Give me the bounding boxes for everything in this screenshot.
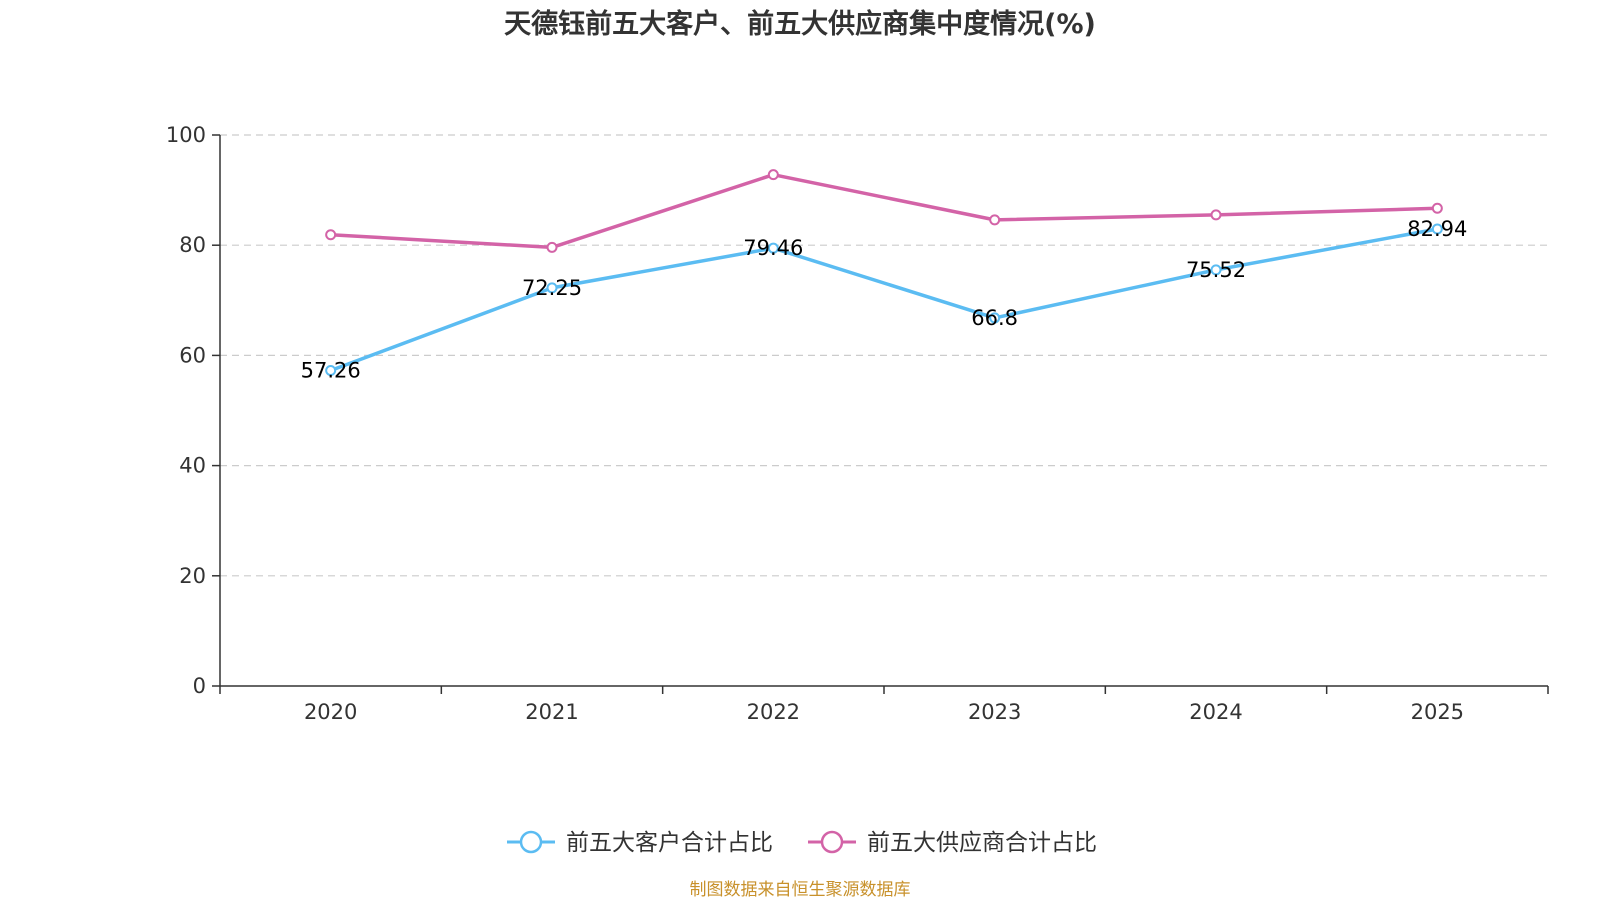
data-point-0 — [989, 312, 1001, 324]
data-point-0 — [1210, 264, 1222, 276]
axes: 0 20 40 60 80 100 2020 2021 2022 2023 2024 2025 — [166, 123, 1549, 724]
series-lines — [325, 169, 1443, 376]
data-label: 72.25 — [522, 276, 582, 300]
x-tick-label: 2023 — [968, 700, 1021, 724]
data-point-1 — [989, 214, 1001, 226]
data-label: 57.26 — [301, 358, 361, 382]
data-point-1 — [767, 169, 779, 181]
series-line-1 — [330, 172, 1438, 250]
series-line-0 — [330, 227, 1438, 373]
data-label: 82.94 — [1407, 217, 1467, 241]
chart-title: 天德钰前五大客户、前五大供应商集中度情况(%) — [504, 8, 1096, 40]
legend-marker-circle — [519, 830, 543, 854]
x-tick-label: 2020 — [304, 700, 357, 724]
x-tick-label: 2025 — [1411, 700, 1464, 724]
legend-label: 前五大供应商合计占比 — [867, 830, 1097, 856]
data-point-1 — [1210, 209, 1222, 221]
legend-marker-circle — [820, 830, 844, 854]
grid-lines — [220, 134, 1548, 577]
source-note: 制图数据来自恒生聚源数据库 — [690, 880, 911, 900]
data-point-1 — [546, 241, 558, 253]
x-tick-label: 2021 — [525, 700, 578, 724]
data-point-0 — [546, 282, 558, 294]
y-tick-label: 100 — [166, 123, 206, 147]
data-label: 79.46 — [743, 236, 803, 260]
y-tick-label: 60 — [179, 343, 206, 367]
data-point-0 — [767, 242, 779, 254]
x-tick-label: 2022 — [747, 700, 800, 724]
data-point-0 — [1431, 223, 1443, 235]
data-point-1 — [325, 229, 337, 241]
data-label: 66.8 — [971, 306, 1018, 330]
data-point-1 — [1431, 202, 1443, 214]
x-tick-label: 2024 — [1189, 700, 1242, 724]
y-tick-label: 0 — [193, 674, 206, 698]
data-labels: 57.26 72.25 79.46 66.8 75.52 82.94 — [301, 217, 1468, 382]
legend[interactable]: 前五大客户合计占比 前五大供应商合计占比 — [507, 830, 1097, 856]
legend-label: 前五大客户合计占比 — [566, 830, 773, 856]
y-tick-label: 20 — [179, 564, 206, 588]
data-label: 75.52 — [1186, 258, 1246, 282]
y-tick-label: 80 — [179, 233, 206, 257]
y-tick-label: 40 — [179, 454, 206, 478]
data-point-0 — [325, 364, 337, 376]
